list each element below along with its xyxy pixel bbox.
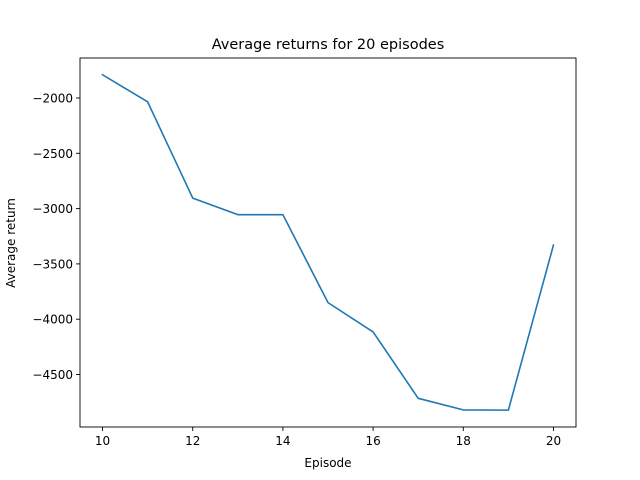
plot-frame (79, 57, 577, 428)
x-axis-label: Episode (304, 456, 351, 470)
y-axis-label: Average return (4, 198, 18, 288)
chart-title: Average returns for 20 episodes (212, 37, 445, 53)
plot-area: 10 12 14 16 18 20 −2000 −2500 −3000 −3500 −4000 −45… (32, 57, 577, 448)
x-tick-label: 18 (456, 434, 471, 448)
x-tick-label: 20 (546, 434, 561, 448)
x-tick-label: 10 (95, 434, 110, 448)
series-line-0 (101, 73, 555, 411)
y-tick-label: −2000 (32, 91, 73, 105)
x-tick-label: 12 (185, 434, 200, 448)
y-tick-label: −3500 (32, 257, 73, 271)
y-tick-label: −3000 (32, 202, 73, 216)
y-tick-label: −4000 (32, 313, 73, 327)
y-tick-label: −4500 (32, 368, 73, 382)
x-tick-label: 16 (365, 434, 380, 448)
y-tick-label: −2500 (32, 147, 73, 161)
x-tick-label: 14 (275, 434, 290, 448)
